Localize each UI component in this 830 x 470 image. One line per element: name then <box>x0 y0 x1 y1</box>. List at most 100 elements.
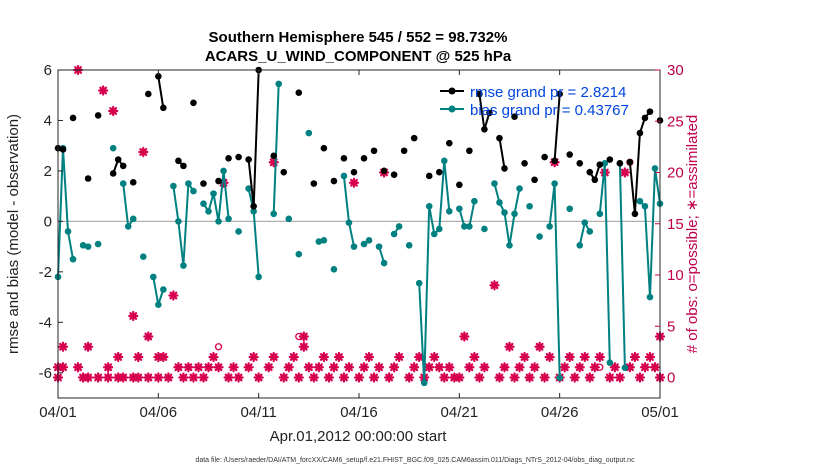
bias-point <box>190 187 197 195</box>
obs-assimilated-marker <box>634 372 646 383</box>
obs-assimilated-marker <box>98 85 109 96</box>
obs-assimilated-marker <box>358 362 370 373</box>
obs-asterisk-stroke <box>360 363 368 372</box>
bias-point <box>466 223 473 230</box>
rmse-point <box>320 144 328 152</box>
y-left-tick-label: -2 <box>39 264 52 281</box>
obs-asterisk-stroke <box>59 363 67 372</box>
rmse-point <box>145 90 152 98</box>
obs-asterisk-stroke <box>329 363 338 372</box>
bias-point <box>64 228 72 235</box>
bias-point <box>295 250 303 258</box>
obs-assimilated-marker <box>223 372 234 383</box>
bias-point <box>526 202 533 210</box>
legend-bias-label: bias grand pr = 0.43767 <box>470 102 629 119</box>
obs-assimilated-marker <box>444 362 455 373</box>
obs-assimilated-marker <box>268 351 279 363</box>
obs-assimilated-marker <box>93 372 104 383</box>
rmse-point <box>84 175 92 182</box>
obs-asterisk-stroke <box>560 363 569 372</box>
y-left-tick-label: 0 <box>44 213 52 230</box>
obs-assimilated-marker <box>82 341 94 352</box>
obs-assimilated-marker <box>494 372 505 383</box>
rmse-point <box>586 168 594 176</box>
rmse-point <box>410 134 418 142</box>
obs-asterisk-stroke <box>204 363 213 372</box>
obs-assimilated-marker <box>619 167 630 178</box>
obs-asterisk-stroke <box>114 353 123 361</box>
rmse-point <box>160 104 167 112</box>
obs-asterisk-stroke <box>254 373 263 382</box>
obs-asterisk-stroke <box>495 373 504 382</box>
obs-asterisk-stroke <box>84 373 93 382</box>
bias-point <box>109 144 117 152</box>
obs-assimilated-marker <box>429 351 440 363</box>
obs-asterisk-stroke <box>134 373 143 382</box>
obs-assimilated-marker <box>293 372 304 383</box>
obs-asterisk-stroke <box>430 353 439 361</box>
rmse-point <box>616 160 624 167</box>
rmse-point <box>330 177 338 185</box>
obs-asterisk-stroke <box>425 363 434 372</box>
obs-asterisk-stroke <box>651 363 659 372</box>
legend-bias-marker <box>448 105 456 113</box>
obs-asterisk-stroke <box>174 363 183 372</box>
bias-point <box>440 157 448 165</box>
obs-asterisk-stroke <box>525 373 534 382</box>
bias-point <box>160 286 167 293</box>
obs-asterisk-stroke <box>214 363 223 372</box>
obs-asterisk-stroke <box>314 363 323 372</box>
bias-point <box>200 200 207 208</box>
bias-point <box>380 259 388 267</box>
bias-point <box>415 279 423 287</box>
obs-asterisk-stroke <box>395 353 404 361</box>
x-tick-label: 04/11 <box>240 404 276 421</box>
obs-asterisk-stroke <box>505 342 514 351</box>
rmse-point <box>551 157 558 165</box>
bias-point <box>365 237 373 244</box>
legend-rmse-label: rmse grand pr = 2.8214 <box>470 84 626 101</box>
obs-assimilated-marker <box>343 362 355 373</box>
obs-asterisk-stroke <box>510 373 519 382</box>
rmse-point <box>200 180 207 187</box>
bias-point <box>205 207 212 215</box>
obs-assimilated-marker <box>614 372 625 383</box>
bias-point <box>255 273 262 281</box>
bias-point <box>375 243 383 250</box>
obs-asterisk-stroke <box>324 373 333 382</box>
obs-asterisk-stroke <box>545 353 554 361</box>
bias-point <box>501 209 508 216</box>
obs-asterisk-stroke <box>530 363 539 372</box>
obs-assimilated-marker <box>454 372 465 383</box>
obs-assimilated-marker <box>133 372 144 383</box>
rmse-point <box>370 147 378 155</box>
rmse-point <box>310 180 318 187</box>
obs-asterisk-stroke <box>455 373 464 382</box>
obs-assimilated-marker <box>233 372 244 383</box>
obs-assimilated-marker <box>298 341 309 352</box>
obs-assimilated-marker <box>424 362 435 373</box>
bias-point <box>175 218 182 225</box>
obs-assimilated-marker <box>253 372 264 383</box>
obs-assimilated-marker <box>333 351 345 363</box>
rmse-point <box>340 155 348 162</box>
y-right-tick-label: 30 <box>667 62 684 79</box>
obs-asterisk-stroke <box>179 373 188 382</box>
rmse-point <box>425 172 433 180</box>
rmse-point <box>511 113 518 120</box>
obs-assimilated-marker <box>434 362 445 373</box>
obs-asterisk-stroke <box>169 291 178 300</box>
obs-asterisk-stroke <box>104 363 113 372</box>
obs-asterisk-stroke <box>370 373 378 382</box>
obs-asterisk-stroke <box>445 363 454 372</box>
obs-asterisk-stroke <box>460 332 469 341</box>
rmse-point <box>531 176 538 184</box>
obs-assimilated-marker <box>579 351 590 363</box>
bias-point <box>275 80 283 88</box>
obs-assimilated-marker <box>489 280 500 291</box>
bias-point <box>250 207 257 215</box>
rmse-point <box>225 155 232 162</box>
obs-asterisk-stroke <box>500 363 509 372</box>
bias-point <box>430 230 438 238</box>
bias-point <box>340 172 348 180</box>
